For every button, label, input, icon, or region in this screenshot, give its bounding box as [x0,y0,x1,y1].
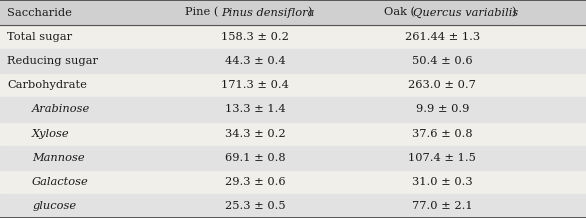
Text: Reducing sugar: Reducing sugar [7,56,98,66]
Text: Pinus densiflora: Pinus densiflora [221,8,314,17]
Text: Mannose: Mannose [32,153,85,163]
Text: 158.3 ± 0.2: 158.3 ± 0.2 [221,32,289,42]
Text: 29.3 ± 0.6: 29.3 ± 0.6 [224,177,285,187]
Bar [0,0,586,25]
Text: 263.0 ± 0.7: 263.0 ± 0.7 [408,80,476,90]
Text: 77.0 ± 2.1: 77.0 ± 2.1 [412,201,473,211]
Text: glucose: glucose [32,201,76,211]
Text: Arabinose: Arabinose [32,104,90,114]
Text: ): ) [308,7,312,18]
Text: 31.0 ± 0.3: 31.0 ± 0.3 [412,177,473,187]
Text: 25.3 ± 0.5: 25.3 ± 0.5 [224,201,285,211]
Bar [0,146,586,170]
Bar [0,194,586,218]
Bar [0,49,586,73]
Text: ): ) [512,7,516,18]
Text: 69.1 ± 0.8: 69.1 ± 0.8 [224,153,285,163]
Text: 44.3 ± 0.4: 44.3 ± 0.4 [224,56,285,66]
Text: Quercus variabilis: Quercus variabilis [413,7,519,18]
Text: 171.3 ± 0.4: 171.3 ± 0.4 [221,80,289,90]
Text: 13.3 ± 1.4: 13.3 ± 1.4 [224,104,285,114]
Text: Oak (: Oak ( [384,7,415,18]
Text: 37.6 ± 0.8: 37.6 ± 0.8 [412,129,473,139]
Text: 50.4 ± 0.6: 50.4 ± 0.6 [412,56,473,66]
Text: 261.44 ± 1.3: 261.44 ± 1.3 [405,32,480,42]
Text: 9.9 ± 0.9: 9.9 ± 0.9 [415,104,469,114]
Text: Saccharide: Saccharide [7,8,72,17]
Text: Carbohydrate: Carbohydrate [7,80,87,90]
Bar [0,97,586,122]
Text: 34.3 ± 0.2: 34.3 ± 0.2 [224,129,285,139]
Text: Total sugar: Total sugar [7,32,72,42]
Text: 107.4 ± 1.5: 107.4 ± 1.5 [408,153,476,163]
Text: Pine (: Pine ( [185,7,218,18]
Text: Galactose: Galactose [32,177,89,187]
Text: Xylose: Xylose [32,129,70,139]
